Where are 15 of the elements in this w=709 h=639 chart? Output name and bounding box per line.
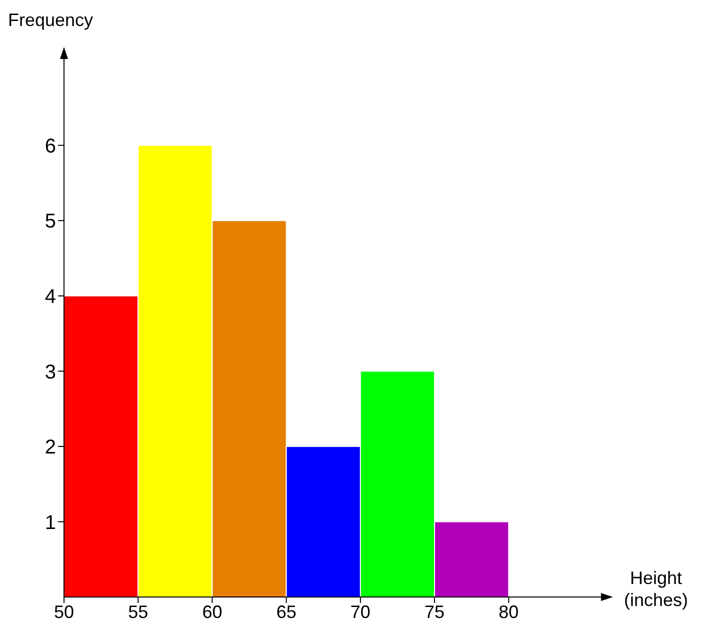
x-tick-label: 60 — [202, 602, 222, 622]
y-axis-title: Frequency — [8, 10, 94, 31]
y-tick-label: 1 — [44, 512, 56, 534]
x-tick-label: 70 — [350, 602, 370, 622]
y-tick-label: 3 — [44, 361, 56, 384]
x-tick-label: 80 — [498, 602, 519, 622]
y-tick-label: 4 — [44, 286, 56, 308]
x-tick-label: 50 — [54, 602, 74, 622]
y-tick-label: 2 — [44, 436, 56, 459]
x-tick-label: 55 — [128, 602, 148, 622]
y-tick-label: 6 — [44, 135, 56, 158]
x-tick-label: 65 — [276, 602, 296, 622]
x-tick-label: 75 — [424, 602, 445, 622]
x-axis-title: Height (inches) — [622, 567, 690, 611]
y-tick-label: 5 — [44, 210, 56, 233]
